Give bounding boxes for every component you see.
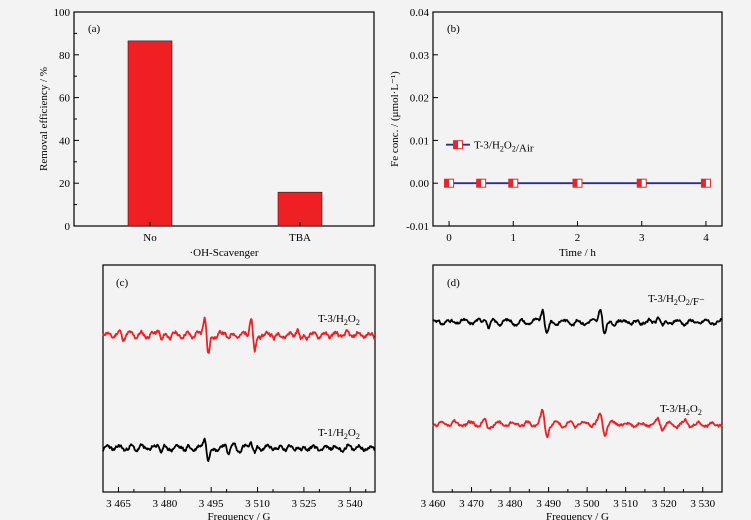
x-tick-label: 3 520	[652, 498, 677, 510]
data-point-fill	[573, 179, 578, 188]
x-tick-label: 2	[575, 232, 581, 244]
series-label: T-3/H2O2/F⁻	[648, 293, 705, 308]
x-tick-label: 3 495	[199, 498, 224, 510]
panel-label: (a)	[88, 23, 101, 35]
plot-frame	[432, 264, 723, 493]
x-axis-label: Time / h	[559, 247, 596, 259]
x-tick-label: 3 510	[613, 498, 638, 510]
panel-a: 0 20 40 60 80 100 No TBA (a) ·OH-Scavenger Removal…	[38, 7, 375, 259]
panel-label: (b)	[447, 23, 460, 35]
bar	[127, 40, 173, 227]
y-tick-label: 0.02	[410, 93, 429, 105]
data-point-fill	[508, 179, 514, 188]
x-tick-label: 3	[639, 232, 645, 244]
y-tick-label: 0.01	[410, 135, 429, 147]
panel-d: 3 460 3 470 3 480 3 490 3 500 3 510 3 520 3 530…	[421, 264, 723, 520]
panel-label: (c)	[116, 277, 129, 289]
x-axis-label: Frequency / G	[546, 511, 609, 520]
legend-label: T-3/H2O2/Air	[474, 140, 534, 155]
x-tick-label: 3 480	[498, 498, 523, 510]
x-axis-label: Frequency / G	[208, 511, 271, 520]
y-tick-label: 0	[65, 221, 71, 233]
series-label: T-1/H2O2	[318, 427, 360, 441]
data-point-fill	[637, 179, 642, 188]
x-tick-label: 0	[446, 232, 452, 244]
y-tick-label: 100	[54, 7, 71, 19]
y-tick-label: -0.01	[406, 221, 429, 233]
x-tick-label: 3 500	[575, 498, 600, 510]
x-tick-label: 3 465	[106, 498, 131, 510]
series-line	[102, 437, 376, 463]
x-axis-label: ·OH-Scavenger	[189, 247, 258, 259]
x-tick-label: 4	[703, 232, 709, 244]
x-tick-label: 3 490	[536, 498, 561, 510]
x-tick-label: 1	[511, 232, 517, 244]
series-line	[432, 408, 723, 439]
y-tick-label: 0.03	[410, 50, 430, 62]
series-line	[102, 316, 376, 354]
panel-label: (d)	[447, 277, 460, 289]
plot-frame	[102, 264, 376, 493]
x-tick-label: 3 480	[152, 498, 177, 510]
y-axis-label: Fe conc. / (μmol·L⁻¹)	[389, 71, 401, 167]
x-tick-label: 3 460	[421, 498, 446, 510]
panel-c: 3 465 3 480 3 495 3 510 3 525 3 540 T-3/H2O2 T-…	[102, 264, 376, 520]
x-tick-label: 3 510	[245, 498, 270, 510]
y-axis-label: Removal efficiency / %	[38, 67, 50, 171]
panel-b: -0.01 0.00 0.01 0.02 0.03 0.04 0 1 2 3 4 T-3/H2O2/A…	[389, 7, 723, 259]
data-point-fill	[476, 179, 482, 188]
x-tick-label: 3 530	[690, 498, 715, 510]
x-tick-label: 3 470	[459, 498, 484, 510]
x-tick-label: TBA	[289, 232, 311, 244]
x-tick-label: 3 540	[338, 498, 363, 510]
y-tick-label: 40	[59, 135, 71, 147]
y-tick-label: 80	[59, 50, 71, 62]
legend-marker-fill	[453, 140, 458, 149]
y-tick-label: 20	[59, 178, 71, 190]
y-tick-label: 60	[59, 93, 71, 105]
series-label: T-3/H2O2	[318, 313, 360, 327]
x-tick-label: 3 525	[292, 498, 317, 510]
y-tick-label: 0.00	[410, 178, 430, 190]
data-point-fill	[444, 179, 450, 188]
y-tick-label: 0.04	[410, 7, 430, 19]
series-label: T-3/H2O2	[660, 403, 702, 417]
x-tick-label: No	[143, 232, 157, 244]
series-line	[432, 308, 723, 335]
data-point-fill	[701, 179, 706, 188]
bar	[277, 191, 323, 227]
